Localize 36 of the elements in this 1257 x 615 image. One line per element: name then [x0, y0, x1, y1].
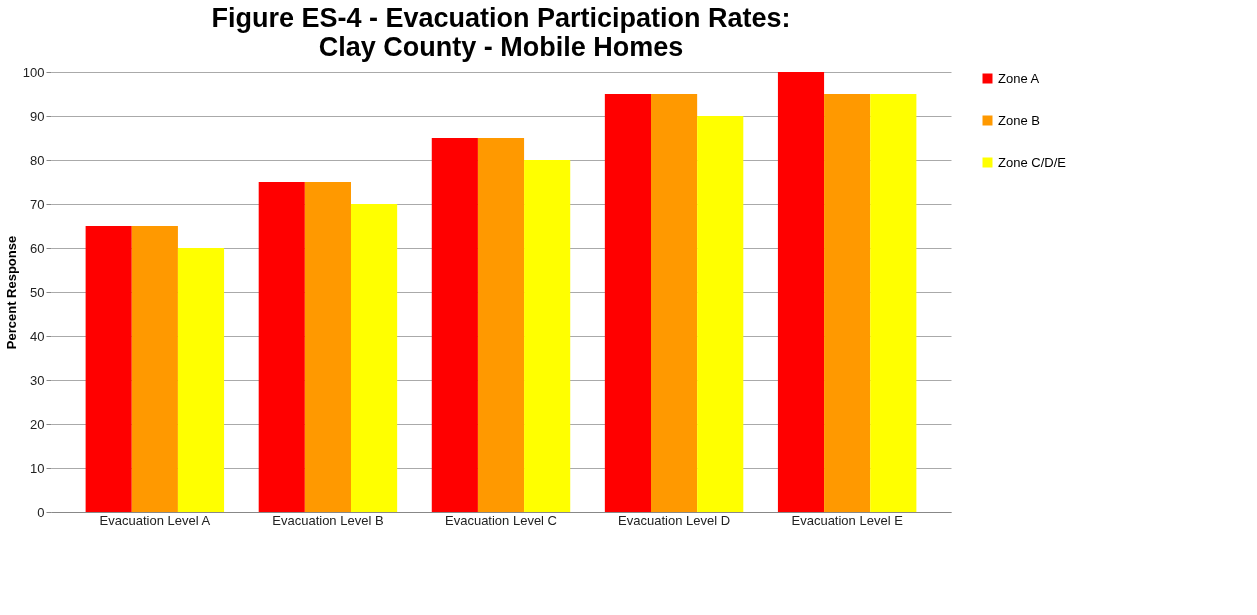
- bar: [304, 182, 351, 512]
- x-tick-label: Evacuation Level A: [99, 512, 211, 528]
- y-tick-label: 90: [30, 108, 45, 124]
- bar: [604, 94, 651, 512]
- bar: [824, 94, 871, 512]
- bar: [870, 94, 917, 512]
- bar: [651, 94, 698, 512]
- legend-label: Zone A: [998, 70, 1040, 86]
- y-tick-label: 80: [30, 152, 45, 168]
- y-tick-label: 40: [30, 328, 45, 344]
- x-tick-label: Evacuation Level B: [272, 512, 384, 528]
- bar: [477, 138, 525, 512]
- bar: [85, 226, 132, 512]
- y-tick-label: 60: [30, 240, 45, 256]
- bar: [177, 248, 225, 512]
- y-axis-title: Percent Response: [3, 235, 19, 350]
- x-tick-label: Evacuation Level E: [791, 512, 904, 528]
- legend-label: Zone C/D/E: [998, 154, 1067, 170]
- bar: [351, 204, 398, 512]
- x-tick-label: Evacuation Level C: [444, 512, 558, 528]
- y-tick-label: 30: [30, 372, 45, 388]
- y-tick-label: 10: [30, 460, 45, 476]
- bar: [258, 182, 305, 512]
- y-tick-label: 50: [30, 284, 45, 300]
- x-tick-label: Evacuation Level D: [618, 512, 731, 528]
- y-tick-label: 70: [30, 196, 45, 212]
- bar: [777, 72, 825, 512]
- legend-label: Zone B: [998, 112, 1040, 128]
- y-tick-label: 100: [22, 64, 45, 80]
- y-tick-label: 20: [30, 416, 45, 432]
- y-tick-label: 0: [37, 504, 45, 520]
- chart-title: Figure ES-4 - Evacuation Participation Rates: Clay County - Mobile Homes: [211, 3, 791, 62]
- bar: [697, 116, 744, 512]
- bar: [524, 160, 571, 512]
- bar: [131, 226, 178, 512]
- bar: [431, 138, 478, 512]
